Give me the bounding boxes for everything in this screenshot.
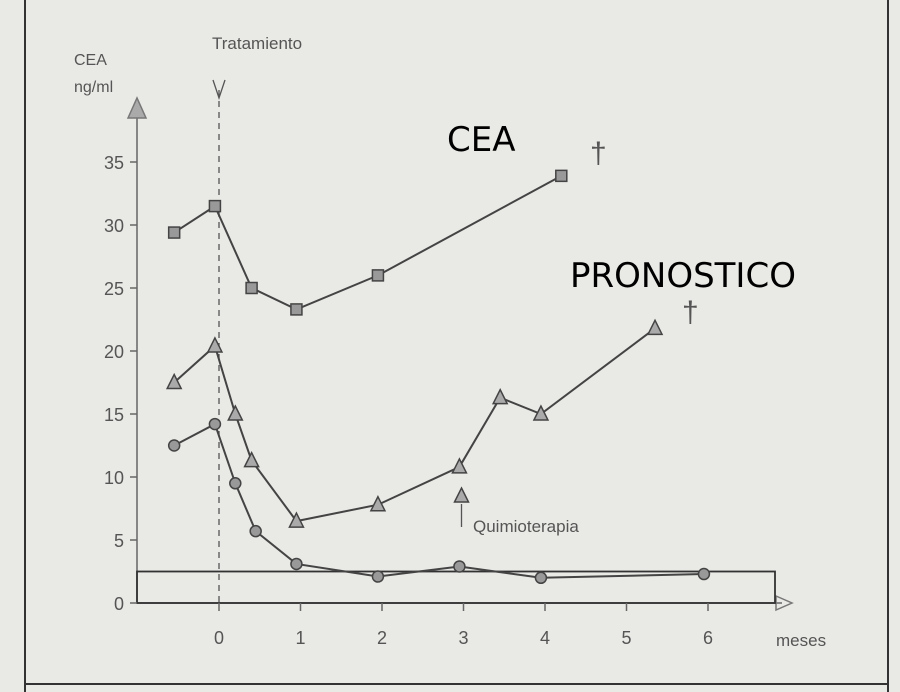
data-point-circle xyxy=(697,567,711,581)
death-mark-triangle-series: † xyxy=(682,296,699,329)
data-point-circle xyxy=(290,557,303,571)
normal-range-box xyxy=(136,570,776,604)
y-axis-label-line2: ng/ml xyxy=(74,79,113,96)
x-tick-label: 5 xyxy=(621,628,631,648)
data-point-triangle xyxy=(369,495,387,512)
data-point-triangle xyxy=(491,387,509,405)
overlay-title-cea: CEA xyxy=(447,120,515,160)
x-tick-label: 1 xyxy=(295,628,305,648)
x-axis-arrow-icon xyxy=(775,594,794,612)
data-point-triangle xyxy=(165,372,183,390)
data-point-triangle xyxy=(288,511,305,528)
data-point-circle xyxy=(167,439,181,452)
x-tick-label: 0 xyxy=(214,628,224,648)
series-line-triangle xyxy=(173,327,656,523)
y-tick-label: 35 xyxy=(104,153,124,173)
chemo-triangle-icon xyxy=(453,486,470,503)
series-line-square xyxy=(173,174,562,311)
y-tick-label: 10 xyxy=(104,468,124,488)
x-tick-label: 3 xyxy=(458,628,468,648)
series-line-circle xyxy=(173,422,704,579)
data-point-circle xyxy=(229,477,242,490)
x-axis-label: meses xyxy=(776,631,826,650)
data-point-square xyxy=(290,303,303,316)
y-ticks: 0 5 10 15 20 25 30 35 xyxy=(104,153,137,614)
data-point-triangle xyxy=(451,457,468,474)
data-point-circle xyxy=(249,524,262,538)
data-point-circle xyxy=(208,417,222,431)
y-axis-arrow-icon xyxy=(126,96,148,119)
y-tick-label: 15 xyxy=(104,405,124,425)
data-point-square xyxy=(555,169,568,183)
x-tick-label: 4 xyxy=(540,628,550,648)
x-ticks: 0 1 2 3 4 5 6 xyxy=(214,603,713,648)
x-tick-label: 6 xyxy=(703,628,713,648)
data-point-triangle xyxy=(532,404,550,421)
data-point-circle xyxy=(371,570,385,583)
data-point-triangle xyxy=(646,318,664,336)
y-tick-label: 20 xyxy=(104,342,124,362)
y-tick-label: 0 xyxy=(114,594,124,614)
data-point-triangle xyxy=(243,450,260,468)
data-point-triangle xyxy=(227,404,244,421)
series-layer xyxy=(165,169,711,585)
data-point-circle xyxy=(534,571,548,585)
data-point-square xyxy=(167,226,181,239)
data-point-square xyxy=(208,199,222,213)
data-point-square xyxy=(245,281,258,295)
y-tick-label: 25 xyxy=(104,279,124,299)
data-point-circle xyxy=(453,560,466,573)
treatment-label: Tratamiento xyxy=(212,34,302,53)
data-point-triangle xyxy=(206,336,224,353)
chemo-label: Quimioterapia xyxy=(473,517,579,536)
data-point-square xyxy=(371,269,385,282)
death-mark-cea: † xyxy=(590,137,607,170)
treatment-arrow-icon xyxy=(212,79,226,101)
y-axis-label-line1: CEA xyxy=(74,52,107,69)
overlay-title-pronostico: PRONOSTICO xyxy=(570,256,796,296)
x-tick-label: 2 xyxy=(377,628,387,648)
y-tick-label: 30 xyxy=(104,216,124,236)
y-tick-label: 5 xyxy=(114,531,124,551)
